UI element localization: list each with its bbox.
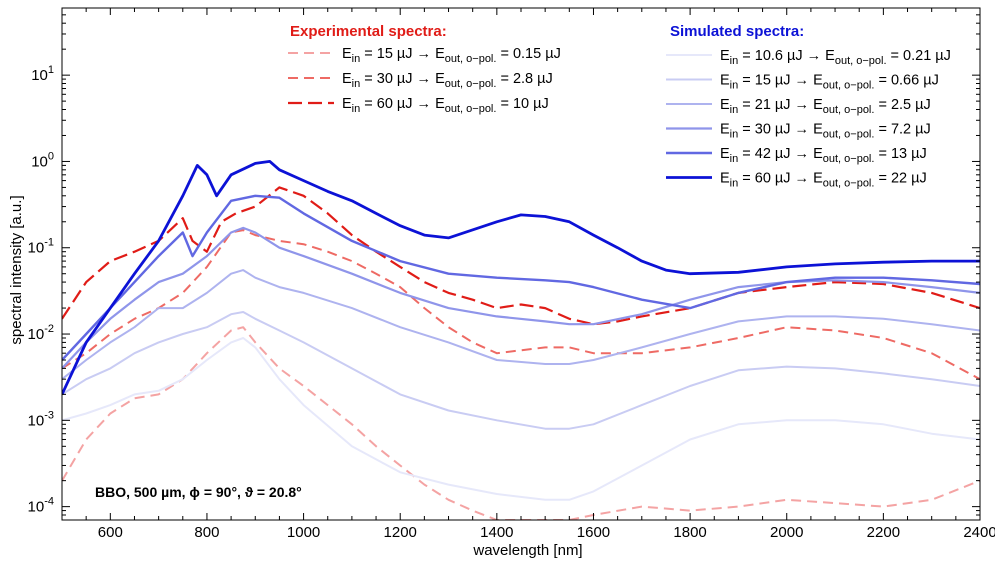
legend-simulated-entry-1-label: Ein = 10.6 µJ → Eout, o−pol. = 0.21 µJ: [720, 48, 951, 67]
series-group: [62, 160, 980, 520]
simulated-series-line-5: [62, 311, 980, 430]
legend-experimental-entry-3-label: Ein = 60 µJ → Eout, o−pol. = 10 µJ: [342, 96, 549, 115]
legend-simulated-entry-6-label: Ein = 60 µJ → Eout, o−pol. = 22 µJ: [720, 171, 927, 190]
legend-experimental-title: Experimental spectra:: [290, 23, 447, 40]
x-tick-label: 1200: [384, 524, 417, 541]
y-tick-label: 10-4: [28, 496, 54, 516]
y-tick-label: 10-3: [28, 409, 54, 429]
sample-annotation: BBO, 500 µm, ϕ = 90°, ϑ = 20.8°: [95, 484, 302, 500]
x-tick-label: 1400: [480, 524, 513, 541]
x-tick-label: 600: [98, 524, 123, 541]
y-tick-label: 100: [31, 150, 54, 170]
legend-simulated-title: Simulated spectra:: [670, 23, 804, 40]
x-tick-label: 2400: [963, 524, 995, 541]
legend-simulated-entry-2-label: Ein = 15 µJ → Eout, o−pol. = 0.66 µJ: [720, 73, 939, 92]
y-tick-label: 10-2: [28, 323, 54, 343]
x-tick-label: 2200: [867, 524, 900, 541]
x-tick-label: 1800: [673, 524, 706, 541]
x-tick-label: 1600: [577, 524, 610, 541]
legend: Experimental spectra: Ein = 15 µJ → Eout,…: [288, 23, 951, 190]
legend-experimental-entry-2-label: Ein = 30 µJ → Eout, o−pol. = 2.8 µJ: [342, 71, 553, 90]
legend-simulated-entry-4-label: Ein = 30 µJ → Eout, o−pol. = 7.2 µJ: [720, 122, 931, 141]
x-tick-label: 1000: [287, 524, 320, 541]
simulated-series-line-6: [62, 269, 980, 380]
simulated-series-line-8: [62, 194, 980, 361]
experimental-series-line-2: [62, 229, 980, 381]
y-tick-label: 101: [31, 64, 54, 84]
y-axis-label: spectral intensity [a.u.]: [8, 195, 25, 344]
simulated-series-line-4: [62, 337, 980, 501]
series-layer: [62, 160, 980, 520]
x-axis-label: wavelength [nm]: [472, 542, 582, 558]
simulated-series-line-9: [62, 160, 980, 395]
y-tick-label: 10-1: [28, 237, 54, 257]
legend-simulated-entry-5-label: Ein = 42 µJ → Eout, o−pol. = 13 µJ: [720, 146, 927, 165]
axis-ticks: 600 800 1000 1200 1400 1600 1800 2000 2200 2400 10…: [28, 8, 995, 541]
simulated-series-line-7: [62, 226, 980, 370]
x-tick-label: 2000: [770, 524, 803, 541]
legend-experimental-entry-1-label: Ein = 15 µJ → Eout, o−pol. = 0.15 µJ: [342, 46, 561, 65]
legend-simulated-entry-3-label: Ein = 21 µJ → Eout, o−pol. = 2.5 µJ: [720, 97, 931, 116]
x-tick-label: 800: [194, 524, 219, 541]
